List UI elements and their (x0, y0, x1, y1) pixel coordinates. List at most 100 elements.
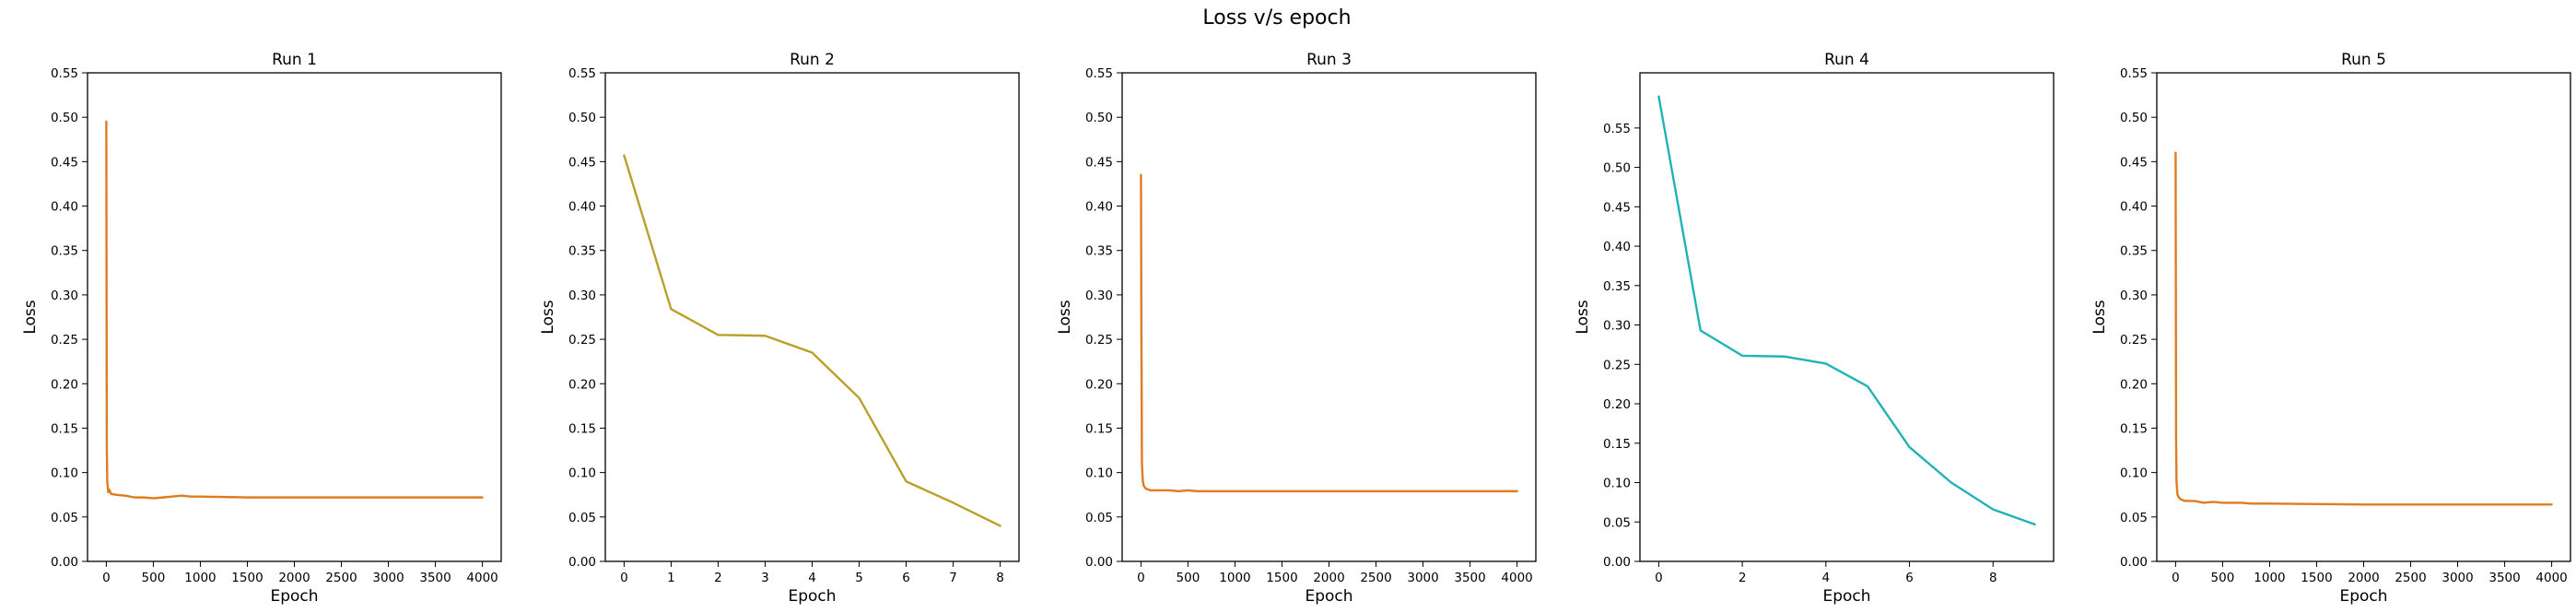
y-tick-label: 0.10 (51, 466, 78, 481)
data-point (107, 480, 109, 482)
data-point (294, 497, 296, 499)
chart-title: Run 4 (1824, 51, 1869, 69)
x-tick-label: 500 (2211, 571, 2235, 585)
data-point (1329, 490, 1330, 492)
data-point (106, 445, 108, 447)
chart-panel-run-1: Run 1 Epoch Loss 0 500 1000 1500 2000 2500 3000 35… (21, 51, 502, 606)
data-point (482, 497, 484, 499)
data-point (2231, 502, 2233, 504)
x-tick-label: 3000 (2441, 571, 2473, 585)
x-tick-label: 4000 (466, 571, 498, 585)
y-tick-label: 0.05 (1085, 511, 1113, 525)
y-tick-label: 0.55 (1603, 122, 1631, 136)
data-point (2177, 494, 2179, 496)
data-point (181, 495, 182, 497)
x-tick-label: 1000 (1219, 571, 1250, 585)
data-point (2034, 524, 2036, 525)
plot-area-frame (87, 72, 502, 562)
y-tick-label: 0.40 (1085, 200, 1113, 215)
data-point (2194, 501, 2195, 502)
data-point (2259, 503, 2261, 505)
data-point (143, 497, 145, 499)
y-tick-label: 0.25 (1603, 358, 1631, 372)
x-tick-label: 4 (808, 571, 816, 585)
y-axis-label: Loss (2090, 300, 2109, 334)
chart-panel-run-3: Run 3 Epoch Loss 0 500 1000 1500 2000 2500 3000 35… (1056, 51, 1537, 606)
x-axis-label: Epoch (270, 587, 318, 606)
data-point (1825, 363, 1827, 365)
data-point (2269, 503, 2271, 505)
y-tick-label: 0.55 (51, 66, 78, 81)
y-tick-label: 0.40 (1603, 240, 1631, 254)
x-tick-label: 3000 (372, 571, 404, 585)
data-point (1741, 355, 1743, 357)
y-tick-label: 0.30 (568, 289, 596, 303)
chart-panel-run-2: Run 2 Epoch Loss 0 1 2 3 4 5 6 7 8 0.00 0.05 0.10 0.15 0… (539, 51, 1020, 606)
loss-line (1657, 95, 2036, 526)
y-tick-label: 0.10 (2120, 466, 2148, 481)
data-point (2184, 501, 2186, 502)
data-point (1142, 480, 1144, 482)
data-point (1658, 96, 1660, 98)
data-point (2180, 499, 2182, 501)
data-point (200, 496, 202, 498)
data-point (2551, 504, 2553, 506)
x-tick-label: 3500 (2488, 571, 2520, 585)
x-tick-label: 1500 (231, 571, 263, 585)
data-point (115, 494, 117, 496)
data-point (1516, 490, 1518, 492)
data-point (624, 155, 626, 157)
y-tick-label: 0.45 (2120, 155, 2148, 170)
x-tick-label: 0 (102, 571, 111, 585)
y-tick-label: 0.50 (2120, 111, 2148, 125)
y-tick-label: 0.10 (1603, 477, 1631, 491)
y-tick-label: 0.30 (51, 289, 78, 303)
data-point (2363, 504, 2365, 506)
data-point (953, 502, 954, 504)
x-tick-label: 8 (996, 571, 1004, 585)
data-point (1784, 356, 1786, 358)
y-tick-label: 0.50 (1085, 111, 1113, 125)
y-tick-label: 0.05 (1603, 515, 1631, 530)
data-point (108, 491, 110, 493)
data-point (1909, 446, 1911, 448)
data-point (111, 493, 112, 495)
y-tick-label: 0.55 (1085, 66, 1113, 81)
y-tick-label: 0.10 (1085, 466, 1113, 481)
data-point (2222, 502, 2224, 504)
data-point (2175, 436, 2177, 438)
x-tick-label: 500 (1177, 571, 1200, 585)
y-tick-label: 0.20 (568, 377, 596, 392)
chart-title: Run 1 (272, 51, 317, 69)
data-point (1141, 338, 1142, 340)
data-point (765, 335, 767, 336)
data-point (1145, 488, 1147, 489)
chart-title: Run 2 (790, 51, 835, 69)
y-tick-label: 0.05 (568, 511, 596, 525)
loss-line (623, 154, 1001, 527)
data-point (190, 496, 192, 498)
data-point (1235, 490, 1236, 492)
x-axis-label: Epoch (1305, 587, 1352, 606)
x-tick-label: 2500 (1360, 571, 1391, 585)
data-point (1168, 489, 1170, 491)
data-point (1177, 490, 1179, 492)
x-tick-label: 3 (761, 571, 769, 585)
data-point (718, 334, 720, 336)
y-tick-label: 0.50 (1603, 161, 1631, 176)
data-point (2250, 503, 2252, 505)
data-point (388, 497, 390, 499)
x-tick-label: 1500 (2301, 571, 2332, 585)
y-tick-label: 0.30 (1603, 319, 1631, 334)
y-tick-label: 0.15 (1085, 421, 1113, 436)
data-point (2178, 496, 2180, 498)
y-tick-label: 0.05 (2120, 511, 2148, 525)
chart-panel-run-5: Run 5 Epoch Loss 0 500 1000 1500 2000 2500 3000 35… (2090, 51, 2571, 606)
figure-title: Loss v/s epoch (1202, 6, 1351, 29)
x-tick-label: 3000 (1407, 571, 1438, 585)
chart-title: Run 5 (2341, 51, 2386, 69)
x-tick-label: 0 (1137, 571, 1145, 585)
x-tick-label: 0 (1655, 571, 1663, 585)
